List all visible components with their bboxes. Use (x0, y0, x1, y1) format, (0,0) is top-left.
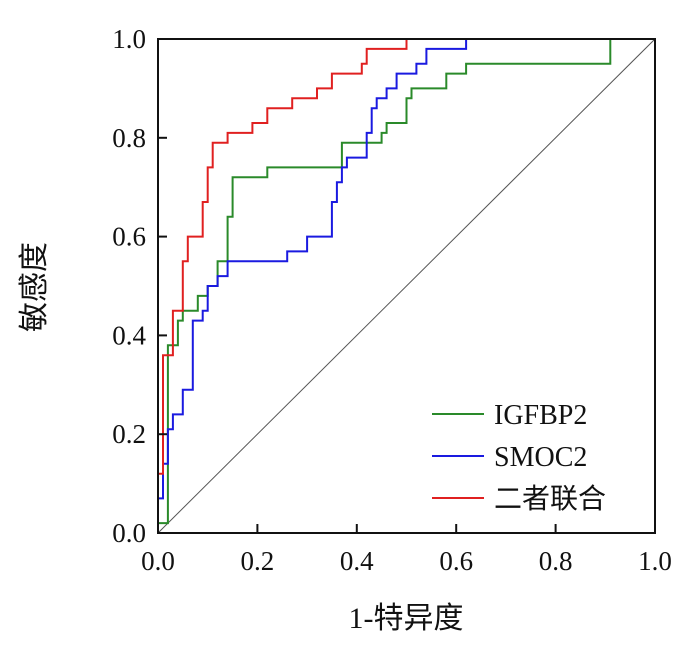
y-tick-label: 0.4 (112, 320, 146, 350)
y-tick-label: 1.0 (112, 24, 146, 54)
y-axis-label: 敏感度 (18, 242, 51, 332)
diagonal-line (157, 38, 656, 534)
x-tick-labels: 0.0 0.2 0.4 0.6 0.8 1.0 (141, 546, 672, 576)
y-tick-labels: 0.0 0.2 0.4 0.6 0.8 1.0 (112, 24, 146, 548)
series-layer (158, 39, 612, 525)
legend-label: 二者联合 (494, 483, 606, 515)
x-tick-label: 0.0 (141, 546, 175, 576)
series-line (158, 39, 612, 525)
series-line (158, 39, 468, 500)
series-line (158, 39, 408, 475)
y-tick-label: 0.8 (112, 123, 146, 153)
legend: IGFBP2 SMOC2 二者联合 (432, 400, 606, 515)
legend-label: SMOC2 (494, 442, 587, 473)
x-tick-label: 1.0 (638, 546, 672, 576)
x-tick-label: 0.4 (340, 546, 374, 576)
x-tick-label: 0.8 (539, 546, 573, 576)
x-tick-label: 0.2 (241, 546, 275, 576)
y-tick-label: 0.0 (112, 518, 146, 548)
y-tick-label: 0.6 (112, 222, 146, 252)
legend-label: IGFBP2 (494, 400, 587, 431)
x-axis-label: 1-特异度 (349, 602, 464, 635)
x-tick-label: 0.6 (439, 546, 473, 576)
plot-frame (157, 38, 656, 534)
diagonal-reference (157, 38, 656, 534)
axes (157, 38, 656, 534)
y-tick-label: 0.2 (112, 419, 146, 449)
